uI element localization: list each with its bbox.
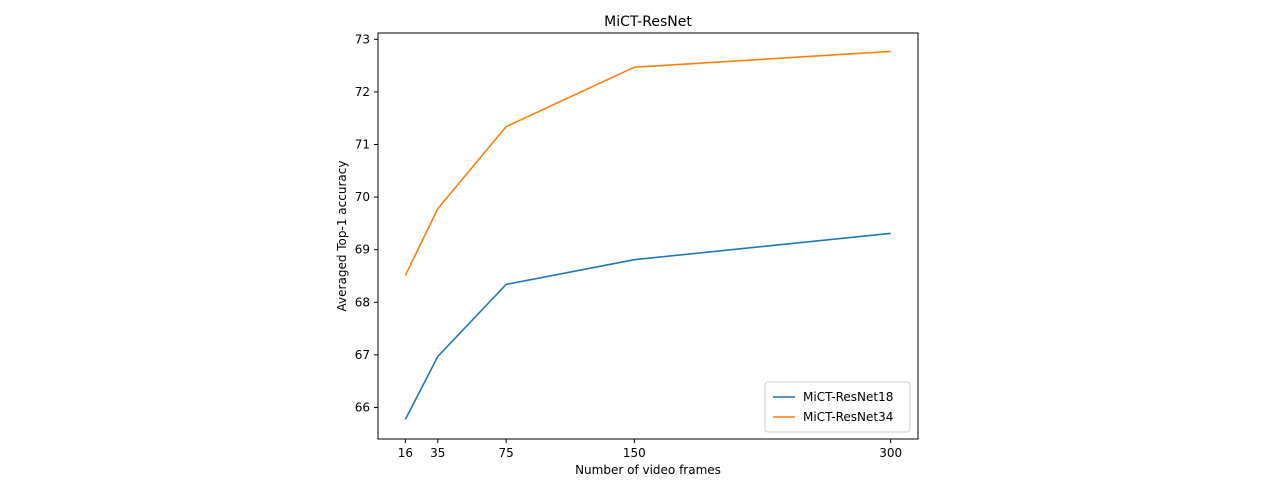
series-line-mict-resnet18: [404, 232, 891, 420]
x-tick-label: 75: [499, 446, 514, 460]
y-tick-label: 70: [355, 190, 370, 204]
x-tick-label: 150: [623, 446, 646, 460]
y-tick-label: 69: [355, 243, 370, 257]
x-tick-label: 300: [879, 446, 902, 460]
x-tick-label: 16: [398, 446, 413, 460]
plot-frame: [377, 32, 919, 440]
x-tick-label: 35: [430, 446, 445, 460]
y-tick-label: 66: [355, 400, 370, 414]
x-axis-label: Number of video frames: [575, 463, 721, 477]
y-tick-label: 67: [355, 348, 370, 362]
legend: MiCT-ResNet18 MiCT-ResNet34: [764, 381, 911, 433]
x-axis-ticks: 16 35 75 150 300: [398, 439, 902, 460]
y-tick-label: 71: [355, 137, 370, 151]
y-tick-label: 72: [355, 85, 370, 99]
chart-title: MiCT-ResNet: [604, 14, 692, 30]
series-line-mict-resnet34: [404, 50, 891, 276]
legend-box: [764, 381, 911, 433]
y-axis-label: Averaged Top-1 accuracy: [335, 161, 349, 312]
y-tick-label: 68: [355, 295, 370, 309]
y-axis-ticks: 66 67 68 69 70 71 72 73: [355, 32, 378, 414]
legend-label: MiCT-ResNet18: [803, 390, 893, 404]
series-lines: [404, 50, 891, 420]
y-tick-label: 73: [355, 32, 370, 46]
legend-label: MiCT-ResNet34: [803, 410, 893, 424]
plot-area: [377, 32, 919, 440]
